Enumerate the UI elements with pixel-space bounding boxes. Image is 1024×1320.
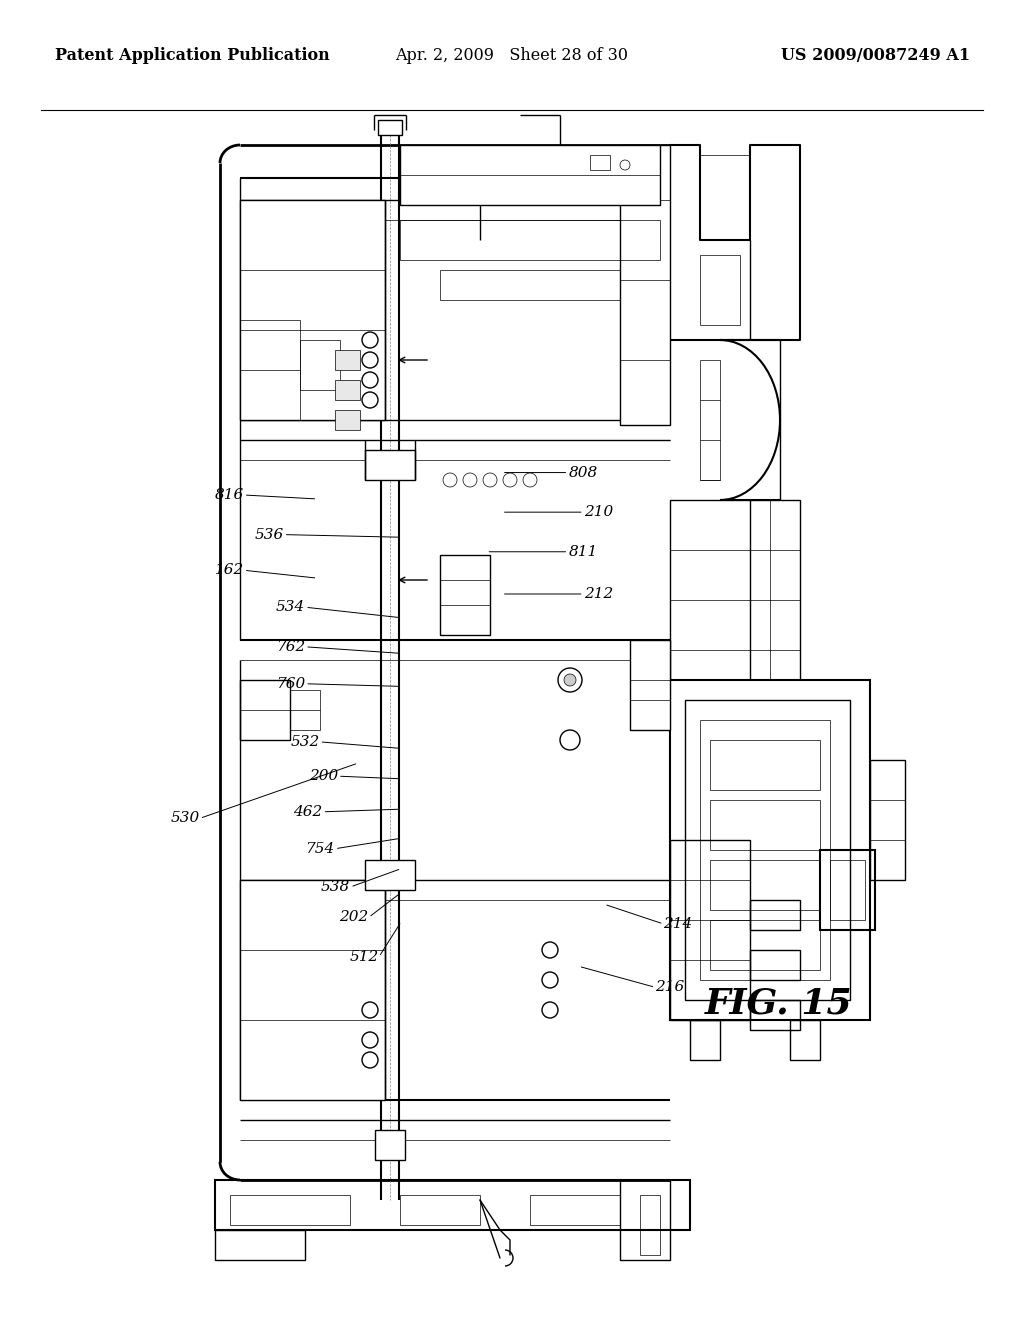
- Text: 216: 216: [655, 981, 685, 994]
- Bar: [820, 850, 874, 931]
- Text: 162: 162: [214, 564, 244, 577]
- Text: 808: 808: [568, 466, 598, 479]
- Bar: [440, 554, 490, 635]
- Bar: [290, 690, 319, 730]
- Circle shape: [564, 675, 575, 686]
- Bar: [710, 741, 820, 789]
- Bar: [690, 1020, 720, 1060]
- Text: 760: 760: [275, 677, 305, 690]
- Bar: [700, 154, 750, 240]
- Bar: [790, 1020, 820, 1060]
- Text: US 2009/0087249 A1: US 2009/0087249 A1: [781, 48, 970, 63]
- Text: 462: 462: [293, 805, 323, 818]
- Bar: [400, 145, 660, 205]
- Bar: [400, 1195, 480, 1225]
- Text: 200: 200: [308, 770, 338, 783]
- Bar: [710, 800, 820, 850]
- Text: 811: 811: [568, 545, 598, 558]
- Bar: [530, 1195, 620, 1225]
- Bar: [700, 719, 830, 979]
- Text: Apr. 2, 2009   Sheet 28 of 30: Apr. 2, 2009 Sheet 28 of 30: [395, 48, 629, 63]
- Bar: [640, 1195, 660, 1255]
- Bar: [230, 1195, 350, 1225]
- Text: 538: 538: [321, 880, 350, 894]
- Text: 210: 210: [584, 506, 613, 519]
- Bar: [670, 500, 800, 680]
- Bar: [710, 920, 820, 970]
- Text: FIG. 15: FIG. 15: [705, 986, 852, 1020]
- Text: Patent Application Publication: Patent Application Publication: [55, 48, 330, 63]
- Bar: [870, 760, 905, 880]
- Bar: [378, 120, 402, 135]
- Text: 212: 212: [584, 587, 613, 601]
- Text: 532: 532: [290, 735, 319, 748]
- Text: 534: 534: [275, 601, 305, 614]
- Bar: [335, 411, 360, 430]
- Bar: [750, 1001, 800, 1030]
- Text: 512: 512: [349, 950, 379, 964]
- Bar: [300, 341, 340, 389]
- Text: 530: 530: [170, 812, 200, 825]
- Text: 762: 762: [275, 640, 305, 653]
- Bar: [670, 840, 750, 1020]
- Bar: [590, 154, 610, 170]
- Bar: [700, 255, 740, 325]
- Bar: [670, 680, 870, 1020]
- Bar: [240, 319, 300, 420]
- Bar: [750, 950, 800, 979]
- Bar: [215, 1230, 305, 1261]
- Bar: [750, 900, 800, 931]
- Text: 816: 816: [214, 488, 244, 502]
- Text: 536: 536: [254, 528, 284, 541]
- Bar: [365, 450, 415, 480]
- Bar: [240, 880, 385, 1100]
- Text: 202: 202: [339, 911, 369, 924]
- Bar: [630, 640, 670, 730]
- Bar: [700, 360, 720, 480]
- Bar: [375, 1130, 406, 1160]
- Bar: [685, 700, 850, 1001]
- Bar: [240, 201, 385, 420]
- Text: 214: 214: [664, 917, 693, 931]
- Bar: [620, 145, 670, 425]
- Bar: [335, 350, 360, 370]
- Bar: [830, 861, 865, 920]
- Bar: [440, 271, 620, 300]
- Bar: [400, 220, 660, 260]
- Bar: [365, 861, 415, 890]
- Bar: [215, 1180, 690, 1230]
- Text: 754: 754: [305, 842, 335, 855]
- Bar: [710, 861, 820, 909]
- Bar: [335, 380, 360, 400]
- Bar: [620, 1180, 670, 1261]
- Bar: [240, 680, 290, 741]
